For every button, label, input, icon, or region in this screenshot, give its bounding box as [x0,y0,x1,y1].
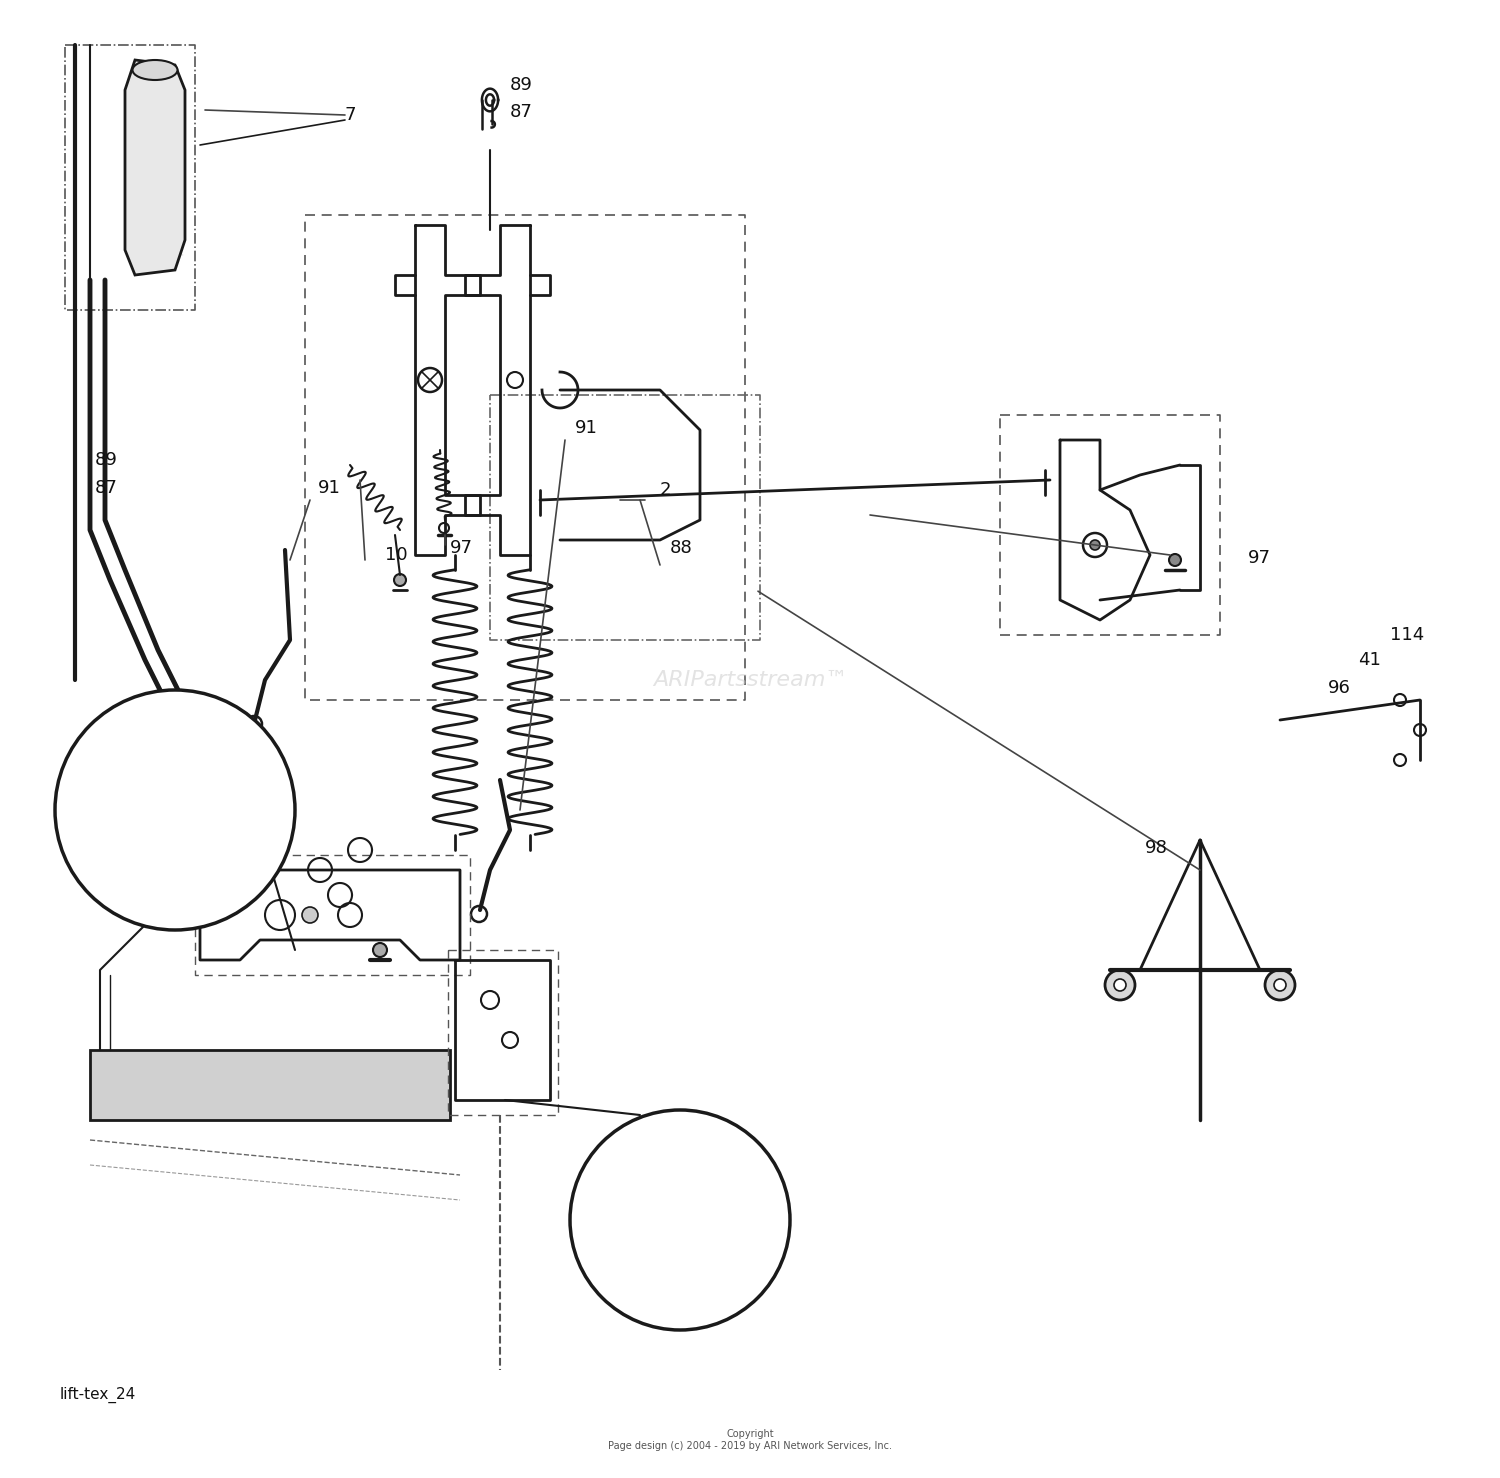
Circle shape [419,368,442,392]
Polygon shape [124,61,184,275]
Text: 89: 89 [510,75,532,95]
Circle shape [1114,978,1126,992]
Text: 89: 89 [94,451,118,469]
Circle shape [302,907,318,922]
Circle shape [1083,534,1107,557]
Text: 88: 88 [670,539,693,557]
Text: ARIPartsstream™: ARIPartsstream™ [652,670,847,690]
Text: 96: 96 [1328,678,1352,698]
Circle shape [1106,970,1136,1001]
Text: 98: 98 [1144,840,1168,857]
Text: 87: 87 [510,103,532,121]
Text: 41: 41 [1358,650,1382,670]
Text: 91: 91 [318,479,340,497]
Circle shape [266,900,296,930]
Circle shape [482,992,500,1009]
Circle shape [246,715,262,732]
Ellipse shape [132,61,177,80]
Text: Copyright
Page design (c) 2004 - 2019 by ARI Network Services, Inc.: Copyright Page design (c) 2004 - 2019 by… [608,1429,892,1451]
Circle shape [56,690,296,930]
Circle shape [471,906,488,922]
Circle shape [394,573,406,585]
Circle shape [503,1032,518,1048]
Circle shape [507,372,524,389]
Circle shape [1264,970,1294,1001]
Text: 87: 87 [94,479,118,497]
Circle shape [374,943,387,956]
Text: 10: 10 [386,545,408,565]
Text: 3: 3 [176,740,186,760]
Circle shape [1274,978,1286,992]
Text: 2: 2 [660,480,672,500]
Circle shape [1168,554,1180,566]
Circle shape [440,523,448,534]
Text: 7: 7 [345,106,357,124]
Circle shape [1090,539,1100,550]
Text: 91: 91 [574,418,598,437]
Text: 114: 114 [1390,627,1425,644]
Circle shape [1414,724,1426,736]
Polygon shape [90,1049,450,1120]
Circle shape [338,903,362,927]
Circle shape [570,1110,790,1330]
Circle shape [1394,695,1406,706]
Circle shape [1394,754,1406,766]
Text: 97: 97 [450,539,472,557]
Text: 97: 97 [1248,548,1270,568]
Text: lift-tex_24: lift-tex_24 [60,1386,136,1403]
